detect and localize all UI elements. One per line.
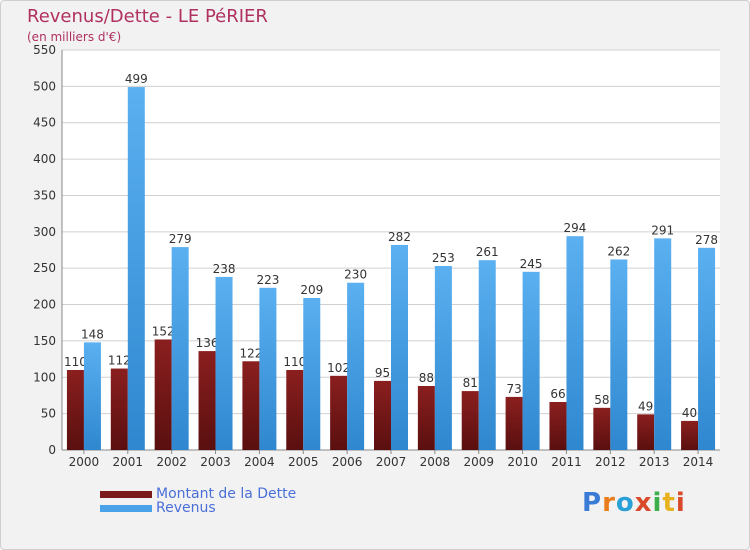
bar-revenus [215, 276, 233, 450]
x-tick-label: 2011 [551, 455, 582, 469]
legend-swatch-revenus [100, 505, 152, 512]
bar-dette [242, 361, 260, 450]
bar-revenus [347, 282, 365, 450]
data-label-revenus: 282 [388, 230, 411, 244]
data-label-revenus: 294 [564, 221, 587, 235]
data-label-dette: 88 [419, 371, 434, 385]
data-label-revenus: 238 [213, 262, 236, 276]
bar-dette [593, 407, 611, 450]
bar-revenus [303, 298, 321, 450]
bar-revenus [654, 238, 672, 450]
bar-dette [461, 391, 479, 450]
y-tick-label: 200 [33, 298, 56, 312]
bar-revenus [610, 259, 628, 450]
bar-dette [549, 402, 567, 450]
bar-revenus [259, 287, 277, 450]
bar-revenus [478, 260, 496, 450]
data-label-dette: 110 [283, 355, 306, 369]
data-label-revenus: 262 [607, 244, 630, 258]
bar-revenus [566, 236, 584, 450]
data-label-dette: 136 [196, 336, 219, 350]
bar-dette [681, 420, 699, 450]
legend-swatch-dette [100, 491, 152, 498]
data-label-dette: 73 [506, 382, 521, 396]
data-label-dette: 49 [638, 399, 653, 413]
data-label-revenus: 291 [651, 223, 674, 237]
y-tick-label: 150 [33, 334, 56, 348]
y-tick-label: 400 [33, 152, 56, 166]
y-tick-label: 250 [33, 261, 56, 275]
x-tick-label: 2005 [288, 455, 319, 469]
bar-dette [66, 370, 84, 450]
data-label-revenus: 245 [520, 257, 543, 271]
chart-subtitle: (en milliers d'€) [27, 30, 122, 44]
data-label-dette: 112 [108, 354, 131, 368]
data-label-revenus: 223 [256, 273, 279, 287]
bar-revenus [391, 244, 408, 450]
data-label-dette: 81 [463, 376, 478, 390]
data-label-revenus: 278 [695, 233, 718, 247]
x-tick-label: 2010 [507, 455, 538, 469]
x-tick-label: 2000 [69, 455, 100, 469]
data-label-dette: 122 [239, 346, 262, 360]
x-tick-label: 2013 [639, 455, 670, 469]
x-tick-label: 2004 [244, 455, 275, 469]
bar-revenus [83, 342, 101, 450]
data-label-revenus: 148 [81, 327, 104, 341]
x-tick-label: 2001 [113, 455, 144, 469]
bar-dette [417, 386, 435, 450]
data-label-dette: 40 [682, 406, 697, 420]
x-tick-label: 2003 [200, 455, 231, 469]
data-label-revenus: 253 [432, 251, 455, 265]
x-tick-label: 2009 [463, 455, 494, 469]
y-tick-label: 300 [33, 225, 56, 239]
data-label-revenus: 209 [300, 283, 323, 297]
data-label-dette: 102 [327, 361, 350, 375]
data-label-dette: 110 [64, 355, 87, 369]
bar-revenus [434, 266, 452, 450]
y-tick-label: 350 [33, 188, 56, 202]
y-tick-label: 50 [41, 407, 56, 421]
y-tick-label: 0 [48, 443, 56, 457]
bar-dette [110, 368, 128, 450]
bar-dette [330, 375, 348, 450]
bar-dette [374, 380, 391, 450]
bar-revenus [127, 87, 145, 450]
bar-dette [637, 414, 655, 450]
legend-label-revenus: Revenus [156, 500, 216, 516]
data-label-dette: 66 [550, 387, 565, 401]
data-label-dette: 152 [152, 324, 175, 338]
bar-dette [286, 370, 304, 450]
chart-title: Revenus/Dette - LE PéRIER [27, 6, 268, 27]
x-tick-label: 2002 [156, 455, 187, 469]
y-tick-label: 500 [33, 79, 56, 93]
y-tick-label: 450 [33, 116, 56, 130]
legend-label-dette: Montant de la Dette [156, 486, 297, 502]
data-label-revenus: 230 [344, 268, 367, 282]
data-label-revenus: 261 [476, 245, 499, 259]
x-tick-label: 2007 [376, 455, 407, 469]
x-tick-label: 2014 [683, 455, 714, 469]
bar-dette [198, 351, 216, 450]
data-label-dette: 58 [594, 393, 609, 407]
data-label-dette: 95 [375, 366, 390, 380]
bar-dette [154, 339, 172, 450]
y-tick-label: 550 [33, 43, 56, 57]
x-tick-label: 2008 [420, 455, 451, 469]
x-tick-label: 2012 [595, 455, 626, 469]
bar-revenus [171, 247, 189, 450]
proxiti-logo: Proxiti [582, 488, 686, 518]
bar-revenus [522, 271, 540, 450]
y-tick-label: 100 [33, 370, 56, 384]
data-label-revenus: 279 [169, 232, 192, 246]
bar-revenus [698, 247, 716, 450]
bar-dette [505, 396, 523, 450]
x-tick-label: 2006 [332, 455, 363, 469]
data-label-revenus: 499 [125, 72, 148, 86]
